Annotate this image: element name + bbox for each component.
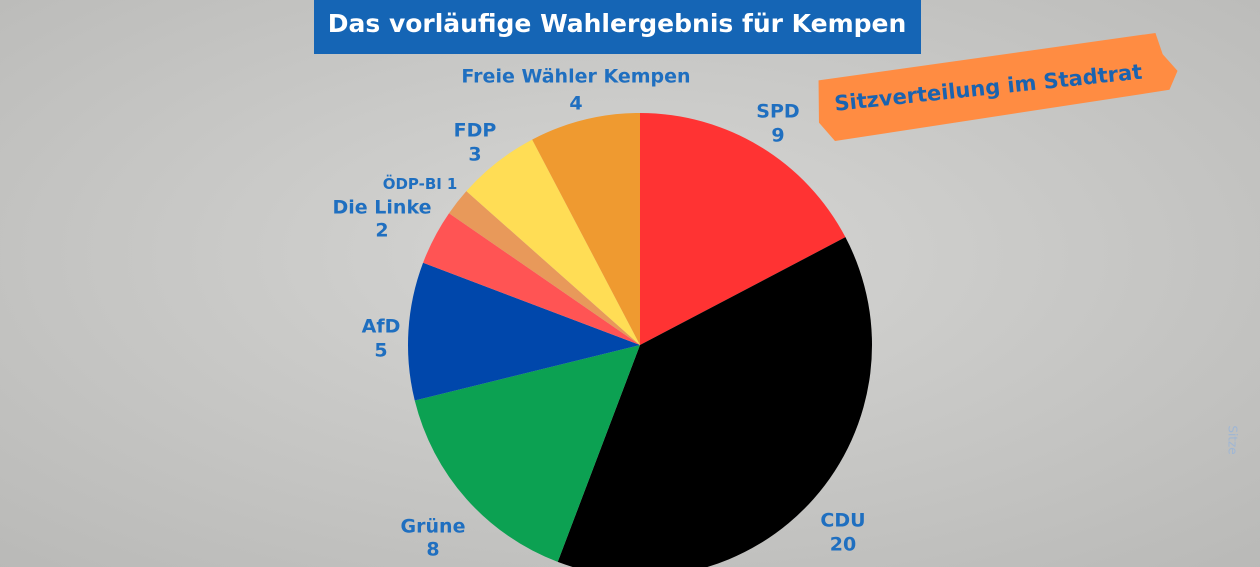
category-label: ÖDP-BI [383, 174, 442, 193]
pie-slice [423, 213, 640, 345]
unit-label: Sitze [1226, 425, 1240, 454]
pie-slice [407, 262, 640, 401]
pie-slice [466, 139, 640, 345]
category-label: Grüne [401, 516, 466, 538]
pie-slice [414, 345, 640, 562]
category-label: Freie Wähler Kempen [461, 66, 690, 88]
slice-label: ÖDP-BI 1 [383, 174, 458, 193]
value-label: 1 [447, 175, 457, 193]
category-label: CDU [820, 510, 865, 532]
value-label: 2 [375, 220, 388, 242]
category-label: FDP [454, 120, 497, 142]
value-label: 5 [374, 340, 387, 362]
value-label: 3 [468, 144, 481, 166]
category-label: AfD [362, 316, 401, 338]
pie-slice [449, 191, 640, 345]
category-label: Die Linke [333, 197, 432, 219]
value-label: 8 [426, 539, 439, 561]
chart-title: Das vorläufige Wahlergebnis für Kempen [328, 9, 907, 38]
value-label: 20 [830, 534, 856, 556]
brush-stroke [818, 32, 1178, 142]
category-label: SPD [756, 101, 799, 123]
title-box [314, 0, 921, 54]
value-label: 9 [771, 125, 784, 147]
pie-slice [532, 113, 640, 345]
value-label: 4 [569, 93, 582, 115]
pie-slice [640, 113, 846, 345]
pie-slice [557, 237, 873, 567]
